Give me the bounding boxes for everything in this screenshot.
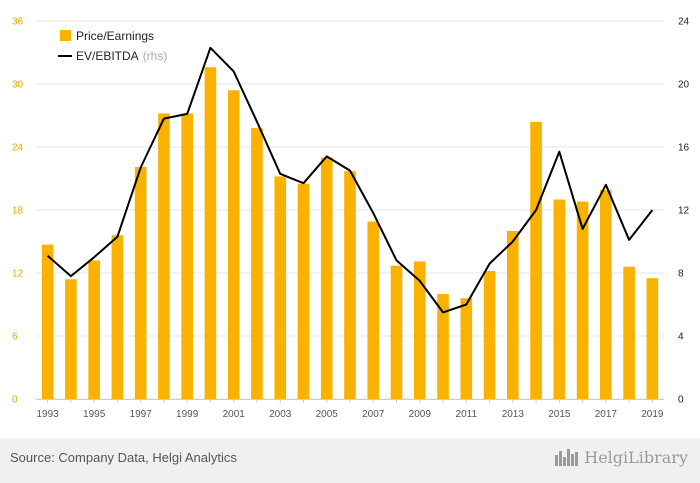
bar-price-earnings [111, 235, 124, 399]
x-tick-label: 1993 [37, 409, 60, 420]
bar-price-earnings [390, 265, 403, 399]
x-tick-label: 2001 [223, 409, 246, 420]
bar-price-earnings [297, 183, 310, 399]
y-right-tick-label: 24 [678, 17, 690, 28]
bar-price-earnings [623, 266, 635, 399]
y-left-tick-label: 0 [12, 395, 18, 406]
y-left-tick-label: 12 [12, 269, 24, 280]
y-left-tick-label: 30 [12, 80, 24, 91]
legend-label-ev-ebitda-name: EV/EBITDA [76, 49, 139, 63]
bar-price-earnings [134, 166, 147, 399]
bar-price-earnings [204, 67, 217, 399]
y-axis-left: 0 6 12 18 24 30 36 [12, 17, 24, 406]
x-tick-label: 2009 [409, 409, 432, 420]
logo-books-icon [555, 449, 579, 466]
legend-label-ev-ebitda: EV/EBITDA (rhs) [76, 49, 167, 63]
x-axis: 1993 1995 1997 1999 2001 2003 2005 2007 2009 2011… [36, 399, 664, 420]
x-tick-label: 2011 [456, 409, 478, 420]
bar-price-earnings [553, 199, 566, 399]
bar-price-earnings [576, 201, 589, 399]
combo-chart: 1993 1995 1997 1999 2001 2003 2005 2007 2009 2011… [12, 17, 690, 421]
y-right-tick-label: 0 [678, 395, 684, 406]
y-right-tick-label: 8 [678, 269, 684, 280]
x-tick-label: 2007 [362, 409, 385, 420]
x-tick-label: 2015 [548, 409, 571, 420]
legend: Price/Earnings EV/EBITDA (rhs) [58, 29, 167, 63]
footer: Source: Company Data, Helgi Analytics He… [0, 438, 700, 483]
y-left-tick-label: 24 [12, 143, 24, 154]
bar-price-earnings [251, 128, 263, 399]
bar-series-price-earnings [41, 67, 659, 400]
y-right-tick-label: 20 [678, 80, 690, 91]
bar-price-earnings [600, 190, 612, 399]
y-axis-right: 0 4 8 12 16 20 24 [678, 17, 690, 406]
bar-price-earnings [274, 176, 287, 399]
x-tick-label: 1997 [130, 409, 153, 420]
legend-label-price-earnings: Price/Earnings [76, 29, 154, 43]
bar-price-earnings [88, 260, 100, 399]
x-tick-label: 2005 [316, 409, 339, 420]
bar-price-earnings [181, 113, 193, 400]
bar-price-earnings [65, 279, 77, 399]
bar-price-earnings [437, 294, 449, 399]
bar-price-earnings [507, 231, 519, 399]
y-right-tick-label: 4 [678, 332, 684, 343]
x-tick-label: 2017 [595, 409, 618, 420]
x-tick-label: 1995 [83, 409, 106, 420]
legend-label-rhs: (rhs) [143, 49, 168, 63]
line-series-ev-ebitda [46, 46, 654, 314]
x-tick-label: 2019 [641, 409, 664, 420]
y-left-tick-label: 6 [12, 332, 18, 343]
y-right-tick-label: 12 [678, 206, 690, 217]
y-left-tick-label: 36 [12, 17, 24, 28]
bar-price-earnings [320, 157, 333, 399]
bar-price-earnings [483, 270, 496, 399]
bar-price-earnings [530, 121, 542, 400]
x-tick-label: 2013 [502, 409, 525, 420]
y-right-tick-label: 16 [678, 143, 690, 154]
bar-price-earnings [344, 171, 356, 399]
bar-price-earnings [413, 261, 426, 399]
y-left-tick-label: 18 [12, 206, 24, 217]
bar-price-earnings [158, 113, 170, 400]
helgi-library-logo: HelgiLibrary [554, 447, 688, 467]
bar-price-earnings [41, 244, 54, 399]
x-tick-label: 2003 [269, 409, 292, 420]
legend-swatch-price-earnings [60, 30, 71, 41]
x-tick-label: 1999 [176, 409, 199, 420]
bar-price-earnings [646, 278, 659, 399]
logo-text: HelgiLibrary [584, 447, 688, 467]
bar-price-earnings [227, 90, 240, 400]
bar-price-earnings [367, 221, 380, 399]
bar-price-earnings [460, 298, 473, 399]
source-note: Source: Company Data, Helgi Analytics [10, 450, 237, 465]
